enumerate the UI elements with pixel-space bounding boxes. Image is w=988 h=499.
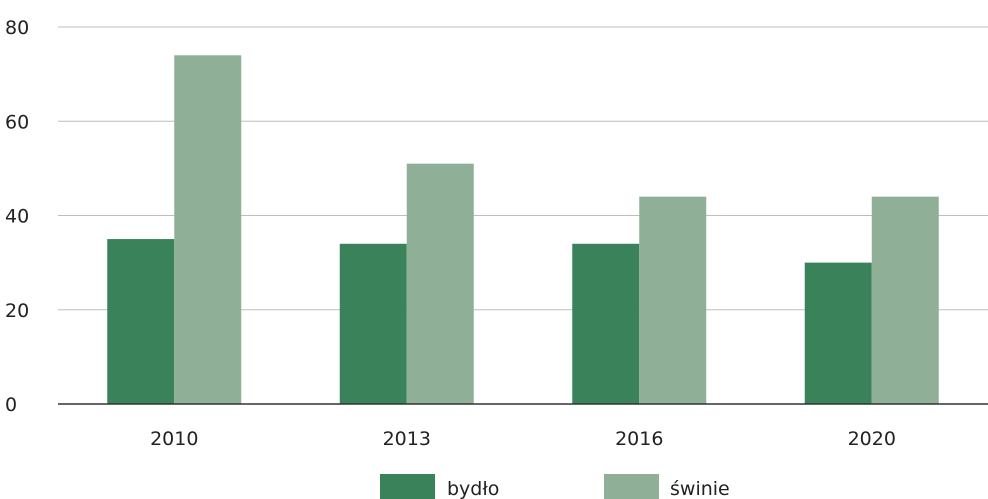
bar-series-1-2016	[572, 243, 640, 404]
x-tick-label: 2010	[150, 428, 198, 450]
bar-series-1-2020	[804, 262, 872, 404]
x-tick-label: 2020	[848, 428, 896, 450]
y-tick-label: 60	[5, 111, 29, 133]
bars	[107, 55, 939, 405]
legend-label: bydło	[447, 478, 499, 499]
y-tick-label: 20	[5, 300, 29, 322]
x-tick-label: 2013	[383, 428, 431, 450]
y-tick-label: 40	[5, 206, 29, 228]
x-tick-label: 2016	[615, 428, 663, 450]
bar-series-2-2020	[871, 196, 939, 404]
legend: bydło świnie	[380, 474, 730, 499]
legend-label: świnie	[670, 478, 730, 499]
y-tick-label: 0	[5, 394, 17, 416]
y-axis-ticks: 0 20 40 60 80	[5, 17, 29, 416]
bar-series-1-2013	[339, 243, 407, 404]
bar-series-2-2013	[406, 163, 474, 404]
legend-swatch	[604, 474, 659, 499]
x-axis-ticks: 2010 2013 2016 2020	[150, 428, 896, 450]
legend-swatch	[380, 474, 435, 499]
bar-series-2-2010	[174, 55, 242, 405]
bar-series-2-2016	[639, 196, 707, 404]
bar-series-1-2010	[107, 239, 175, 404]
y-tick-label: 80	[5, 17, 29, 39]
